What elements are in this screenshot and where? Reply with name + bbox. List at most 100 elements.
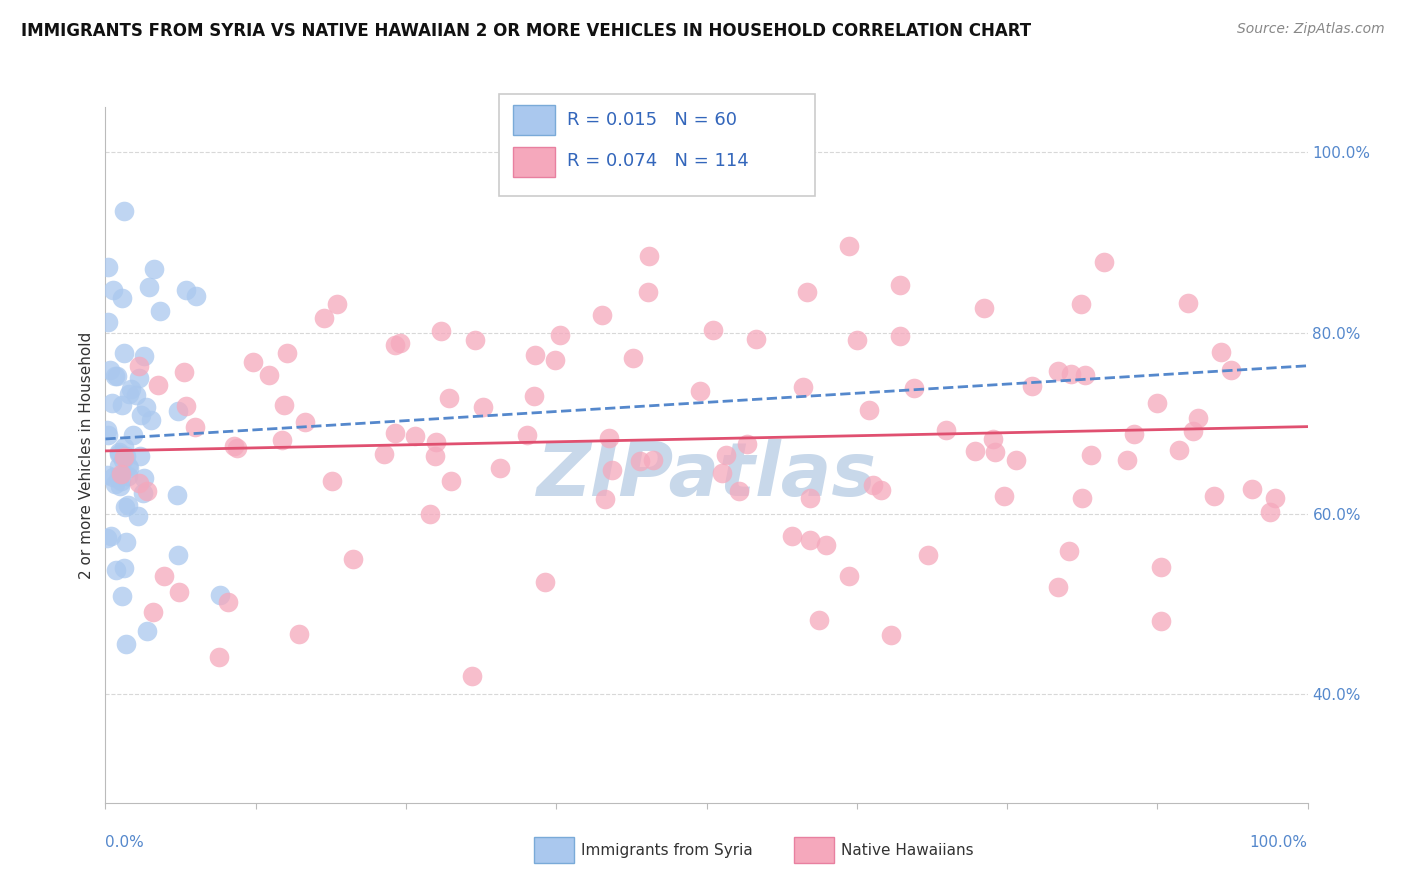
Point [128, 475, 150, 490]
Point [100, 529, 122, 543]
Point [184, 289, 207, 303]
Point [104, 477, 127, 491]
Point [796, 285, 818, 299]
Point [880, 628, 903, 642]
Point [628, 454, 651, 468]
Point [139, 412, 162, 426]
Point [1060, 367, 1083, 381]
Point [107, 447, 129, 461]
Point [745, 332, 768, 346]
Point [716, 448, 738, 462]
Point [600, 463, 623, 477]
Point [111, 589, 134, 603]
Point [1150, 614, 1173, 628]
Point [108, 459, 131, 474]
Point [136, 483, 159, 498]
Point [638, 249, 661, 263]
Point [1264, 491, 1286, 506]
Point [209, 588, 232, 602]
Point [97, 260, 120, 275]
Point [472, 401, 495, 415]
Point [981, 432, 1004, 446]
Text: R = 0.015   N = 60: R = 0.015 N = 60 [567, 111, 737, 128]
Point [276, 345, 298, 359]
Point [464, 333, 486, 347]
Point [128, 449, 150, 463]
Point [838, 569, 860, 583]
Point [637, 285, 659, 299]
Point [523, 389, 546, 403]
Point [153, 569, 176, 583]
Point [104, 368, 127, 383]
Text: Immigrants from Syria: Immigrants from Syria [581, 843, 752, 857]
Point [846, 333, 869, 347]
Point [548, 328, 571, 343]
Point [110, 475, 132, 489]
Point [312, 310, 335, 325]
Point [1080, 448, 1102, 462]
Point [120, 382, 142, 396]
Point [384, 338, 406, 352]
Point [807, 613, 830, 627]
Point [225, 441, 247, 455]
Text: Native Hawaiians: Native Hawaiians [841, 843, 973, 857]
Point [174, 399, 197, 413]
Point [621, 351, 644, 365]
Point [138, 280, 160, 294]
Point [430, 324, 453, 338]
Point [136, 624, 159, 638]
Point [114, 534, 136, 549]
Point [112, 450, 135, 464]
Point [973, 301, 995, 315]
Point [288, 627, 311, 641]
Point [814, 538, 837, 552]
Point [149, 304, 172, 318]
Point [112, 561, 135, 575]
Point [935, 423, 957, 437]
Point [917, 548, 939, 562]
Point [1181, 424, 1204, 438]
Point [135, 400, 157, 414]
Point [96, 423, 118, 437]
Point [516, 427, 538, 442]
Point [118, 386, 141, 401]
Point [425, 435, 447, 450]
Point [108, 444, 131, 458]
Point [167, 585, 190, 599]
Point [273, 398, 295, 412]
Point [1187, 411, 1209, 425]
Point [1115, 453, 1137, 467]
Point [129, 408, 152, 422]
Point [598, 431, 620, 445]
Point [643, 453, 665, 467]
Point [108, 470, 131, 484]
Point [1258, 505, 1281, 519]
Point [965, 443, 987, 458]
Point [128, 371, 150, 385]
Point [792, 380, 814, 394]
Point [903, 381, 925, 395]
Point [489, 461, 512, 475]
Point [114, 500, 136, 515]
Point [115, 637, 138, 651]
Point [1220, 363, 1243, 377]
Point [131, 486, 153, 500]
Point [326, 297, 349, 311]
Point [461, 669, 484, 683]
Point [146, 378, 169, 392]
Text: R = 0.074   N = 114: R = 0.074 N = 114 [567, 153, 748, 170]
Point [166, 488, 188, 502]
Point [101, 470, 124, 484]
Point [112, 440, 135, 454]
Point [711, 466, 734, 480]
Point [117, 498, 139, 512]
Point [1004, 452, 1026, 467]
Point [142, 605, 165, 619]
Point [118, 461, 141, 475]
Point [1092, 255, 1115, 269]
Point [858, 403, 880, 417]
Point [208, 650, 231, 665]
Point [242, 355, 264, 369]
Point [224, 439, 246, 453]
Point [96, 468, 118, 483]
